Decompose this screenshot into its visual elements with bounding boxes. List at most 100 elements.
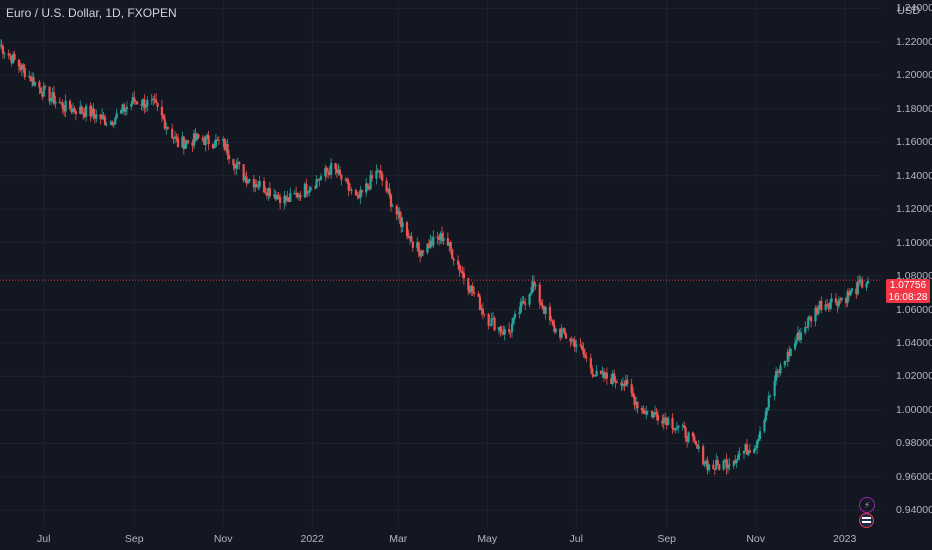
candle-body — [354, 190, 358, 195]
candle-body — [795, 340, 798, 344]
candlestick-chart[interactable] — [0, 0, 882, 527]
candle-body — [490, 318, 493, 326]
candle-body — [63, 108, 66, 112]
candle-body — [500, 331, 503, 333]
candle-body — [789, 348, 792, 357]
candle-body — [171, 128, 174, 139]
candle-body — [401, 222, 404, 227]
candle-body — [163, 119, 166, 129]
candle-body — [788, 351, 791, 357]
candle-body — [748, 450, 751, 453]
candle-body — [548, 306, 552, 321]
candle-body — [510, 324, 514, 333]
candle-body — [774, 371, 778, 381]
candle-body — [360, 189, 363, 193]
candle-body — [417, 242, 420, 251]
time-tick-label: 2022 — [300, 533, 324, 545]
candle-body — [273, 194, 276, 197]
candle-body — [184, 143, 187, 150]
candle-body — [438, 238, 441, 240]
candle-body — [13, 54, 16, 60]
candle-body — [350, 190, 353, 191]
candle-body — [305, 183, 308, 194]
time-tick-label: Nov — [746, 533, 765, 545]
candle-body — [134, 101, 137, 102]
candle-body — [144, 106, 147, 108]
candle-body — [467, 278, 470, 291]
candle-body — [33, 81, 37, 86]
candle-body — [103, 117, 107, 125]
candle-body — [274, 194, 277, 200]
candle-body — [531, 281, 534, 293]
time-tick-label: May — [477, 533, 498, 545]
candle-body — [544, 306, 547, 314]
candle-body — [686, 438, 689, 442]
candle-body — [621, 383, 625, 386]
candle-body — [243, 176, 247, 181]
candle-body — [807, 317, 810, 328]
candle-body — [386, 188, 390, 192]
candle-body — [262, 180, 266, 193]
candle-body — [585, 356, 588, 359]
candle-body — [502, 331, 505, 335]
candle-body — [497, 326, 501, 331]
candle-body — [295, 192, 298, 194]
candle-body — [538, 284, 541, 303]
candle-body — [19, 66, 22, 70]
candle-body — [636, 401, 639, 409]
candle-body — [391, 205, 394, 207]
candle-body — [766, 407, 769, 412]
candle-body — [550, 320, 553, 321]
candle-body — [626, 379, 629, 385]
candle-body — [846, 291, 849, 304]
candle-body — [592, 374, 595, 377]
candle-body — [214, 139, 218, 147]
candle-body — [207, 135, 210, 145]
candle-body — [656, 414, 660, 421]
candle-body — [192, 133, 196, 146]
candle-body — [102, 115, 105, 118]
candle-body — [324, 167, 327, 177]
candle-body — [344, 178, 347, 180]
candle-body — [420, 250, 423, 257]
candle-body — [162, 115, 165, 120]
candle-body — [93, 114, 96, 119]
candle-body — [575, 344, 578, 348]
candle-body — [136, 101, 139, 105]
candle-body — [667, 417, 670, 425]
candle-body — [255, 184, 258, 187]
candle-body — [52, 92, 56, 104]
candle-body — [254, 184, 257, 188]
candle-body — [605, 372, 608, 379]
candle-body — [160, 106, 164, 116]
candle-body — [722, 460, 725, 470]
candle-body — [866, 280, 870, 284]
candle-body — [375, 170, 378, 179]
candle-body — [824, 304, 827, 310]
candle-body — [805, 327, 808, 328]
candle-body — [458, 264, 461, 271]
candle-body — [451, 249, 454, 259]
candle-body — [398, 210, 401, 218]
us-flag-icon[interactable] — [859, 513, 874, 528]
candle-body — [101, 115, 104, 120]
candle-body — [276, 195, 279, 200]
candle-body — [456, 260, 460, 265]
candle-body — [232, 159, 235, 166]
flash-icon[interactable]: ⚡ — [859, 497, 875, 513]
candle-body — [429, 240, 432, 249]
candle-body — [704, 460, 708, 463]
candle-body — [217, 140, 220, 141]
candle-body — [226, 143, 229, 156]
candle-body — [855, 288, 858, 295]
candle-body — [90, 108, 94, 117]
candle-body — [503, 329, 506, 335]
candle-body — [287, 197, 290, 202]
candle-body — [267, 188, 270, 196]
candle-body — [633, 396, 636, 406]
candle-body — [591, 368, 594, 375]
candle-body — [493, 317, 496, 331]
chart-area[interactable] — [0, 0, 882, 527]
candle-body — [645, 411, 648, 415]
candle-body — [124, 108, 127, 112]
